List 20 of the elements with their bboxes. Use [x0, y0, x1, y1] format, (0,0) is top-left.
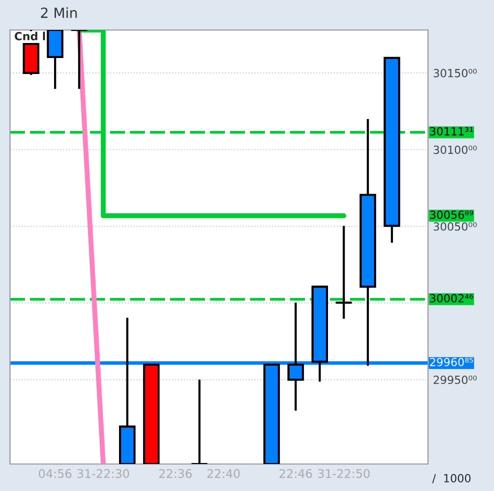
- ref-line-label: 30002⁴⁶: [430, 294, 474, 302]
- candlestick: [336, 224, 352, 320]
- x-tick-label: 22:36: [159, 469, 192, 478]
- y-tick-label: 30050⁰⁰: [434, 222, 477, 231]
- text: 30056⁸⁹: [430, 210, 474, 219]
- annotation: Cnd l: [14, 32, 45, 40]
- x-tick-label: 31-22:50: [318, 469, 370, 478]
- candlestick: [70, 30, 88, 90]
- x-tick-label: 31-22:30: [77, 469, 130, 478]
- y-tick-label: 29950⁰⁰: [434, 376, 477, 384]
- x-tick-label: 04:56: [38, 469, 72, 478]
- x-tick-label: 22:40: [207, 469, 240, 478]
- y-tick-label: 30100⁰⁰: [434, 146, 477, 154]
- text: / 1000: [432, 474, 471, 484]
- ref-line-label: 29960⁸⁵: [430, 358, 473, 366]
- y-tick-label: 30150⁰⁰: [434, 68, 477, 78]
- x-tick-label: 22:46: [280, 469, 312, 478]
- chart-title: 2 Min: [41, 7, 77, 18]
- candlestick: [191, 378, 208, 464]
- ref-line-label: 30111³¹: [430, 127, 473, 136]
